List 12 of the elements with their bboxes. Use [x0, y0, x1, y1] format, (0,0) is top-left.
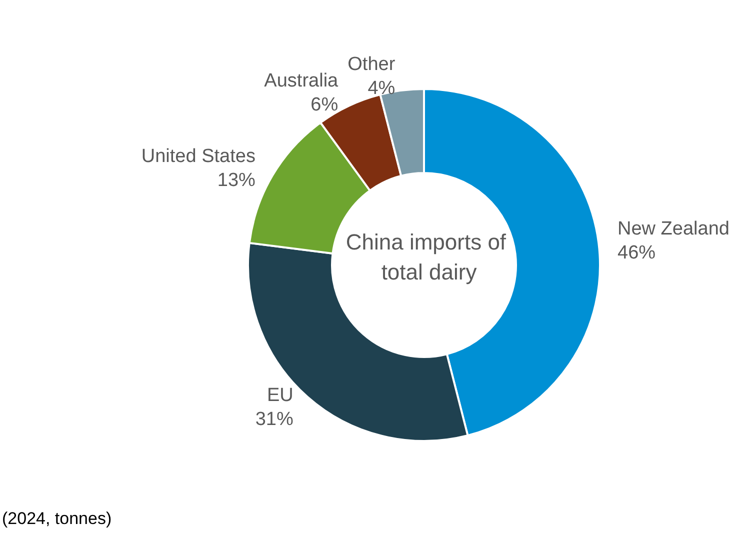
data-label: 6% [310, 94, 338, 116]
slice-label: Other [348, 54, 396, 75]
slice-label: New Zealand [618, 218, 730, 240]
slice-label: EU [266, 385, 294, 406]
data-label: 31% [255, 409, 294, 430]
slice-label: United States [141, 146, 256, 167]
data-label: 4% [368, 78, 396, 99]
text: China imports of total dairy [346, 230, 512, 284]
data-label: 13% [217, 170, 256, 191]
text: (2024, tonnes) [2, 509, 112, 528]
slice-label: Australia [264, 70, 339, 92]
data-label: 46% [618, 242, 656, 264]
